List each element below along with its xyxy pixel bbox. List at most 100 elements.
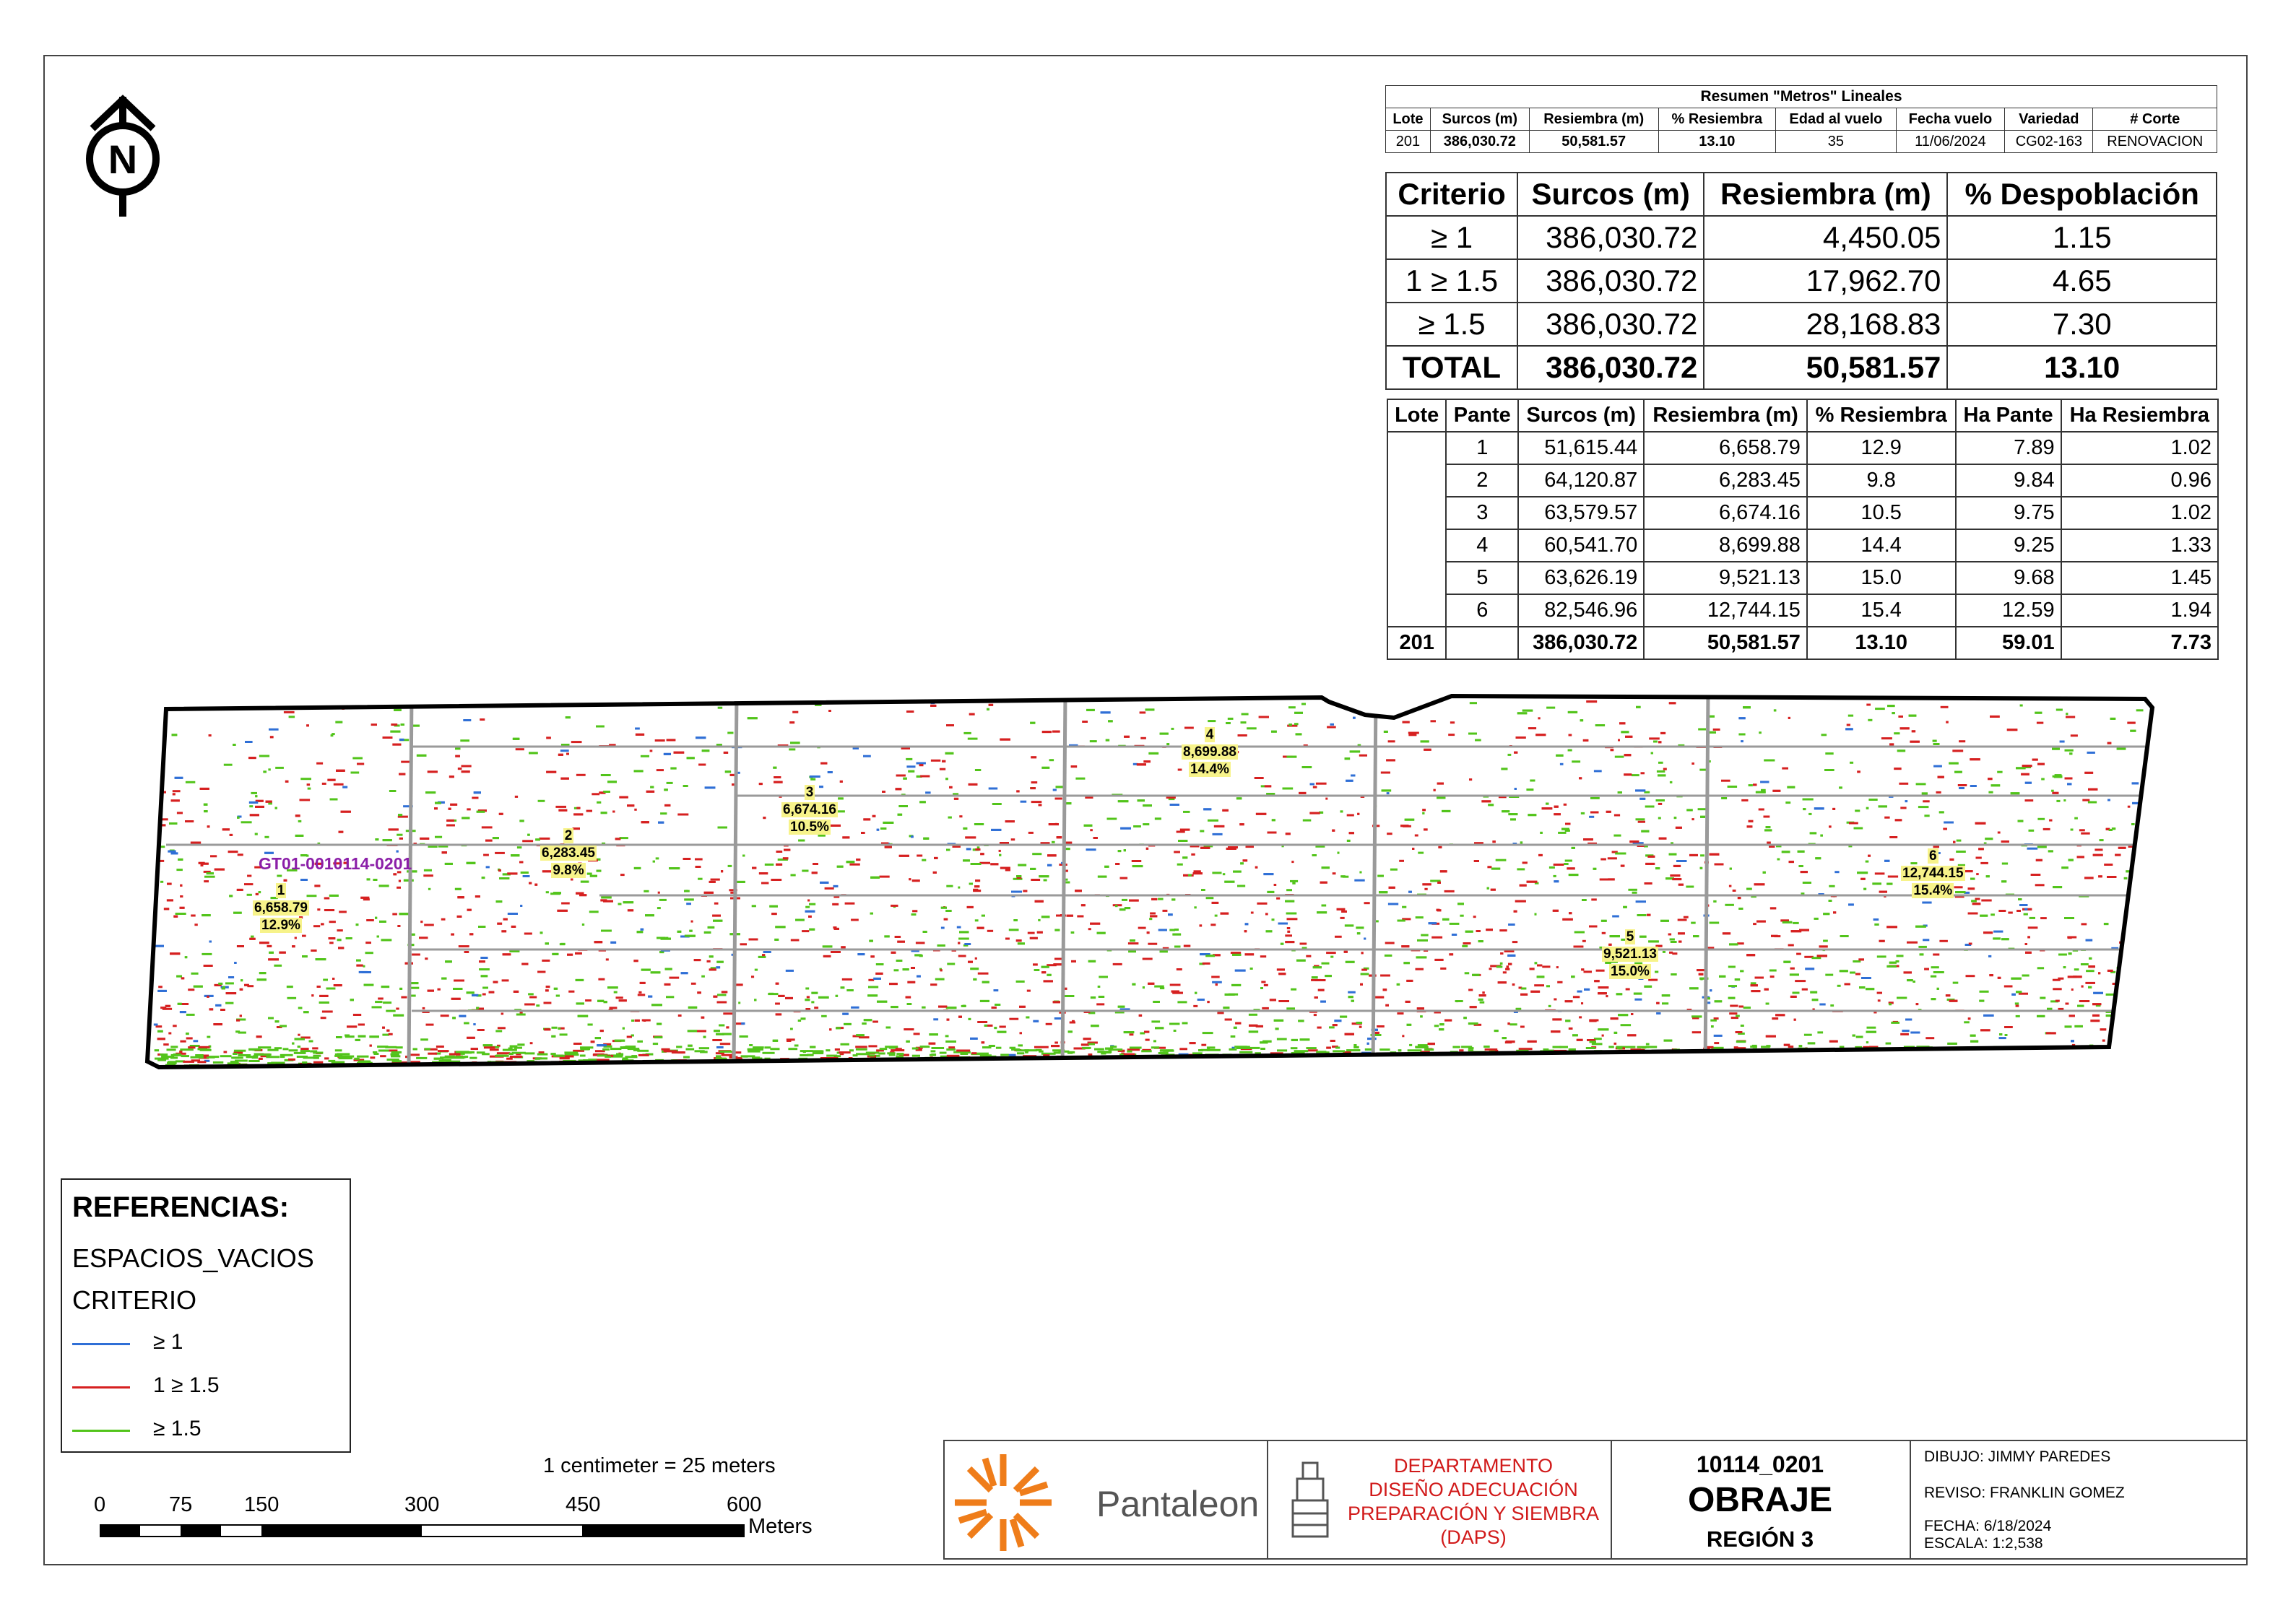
gap-mark	[1409, 1043, 1413, 1046]
gap-mark	[884, 846, 892, 848]
gap-mark	[1010, 838, 1015, 841]
gap-mark	[185, 820, 194, 822]
gap-mark	[337, 929, 343, 932]
gap-mark	[279, 951, 286, 954]
gap-mark	[1936, 791, 1941, 794]
gap-mark	[2064, 1025, 2072, 1028]
gap-mark	[719, 1024, 725, 1027]
gap-mark	[690, 982, 696, 985]
gap-mark	[264, 835, 269, 838]
gap-mark	[514, 795, 519, 798]
gap-mark	[1005, 937, 1010, 940]
gap-mark	[1203, 845, 1213, 848]
gap-mark	[712, 914, 721, 917]
gap-mark	[558, 809, 568, 812]
gap-mark	[1932, 739, 1937, 742]
gap-mark	[314, 862, 324, 865]
gap-mark	[836, 810, 845, 813]
gap-mark	[1798, 1045, 1803, 1048]
gap-mark	[1199, 962, 1205, 965]
gap-mark	[1374, 920, 1379, 923]
gap-mark	[388, 828, 399, 831]
gap-mark	[1332, 1046, 1338, 1048]
gap-mark	[776, 863, 783, 866]
gap-mark	[1705, 1058, 1712, 1061]
gap-mark	[1613, 814, 1621, 817]
gap-mark	[2023, 913, 2028, 916]
gap-mark	[1868, 718, 1873, 721]
gap-mark	[1583, 838, 1593, 841]
pantes-cell: 6,658.79	[1643, 431, 1808, 465]
gap-mark	[186, 1033, 189, 1035]
gap-mark	[397, 871, 402, 874]
gap-mark	[420, 1038, 428, 1041]
gap-mark	[884, 935, 890, 938]
gap-mark	[602, 842, 606, 845]
gap-mark	[1277, 1049, 1288, 1052]
gap-mark	[1240, 862, 1244, 865]
gap-mark	[478, 926, 486, 928]
gap-mark	[1278, 922, 1288, 925]
gap-mark	[2067, 936, 2077, 939]
gap-mark	[787, 1039, 792, 1042]
gap-mark	[180, 1040, 186, 1043]
gap-mark	[175, 913, 186, 915]
gap-mark	[1608, 1046, 1614, 1048]
gap-mark	[1520, 1056, 1524, 1059]
gap-mark	[1311, 976, 1318, 979]
gap-mark	[233, 1049, 246, 1052]
gap-mark	[1980, 914, 1988, 917]
gap-mark	[1554, 805, 1559, 808]
gap-mark	[1812, 1008, 1815, 1011]
gap-mark	[1276, 968, 1285, 971]
gap-mark	[623, 901, 634, 904]
gap-mark	[601, 929, 612, 932]
gap-mark	[1714, 863, 1724, 866]
gap-mark	[2098, 972, 2101, 975]
gap-mark	[1561, 1064, 1570, 1066]
gap-mark	[456, 915, 462, 918]
gap-mark	[269, 736, 274, 739]
gap-mark	[835, 994, 839, 997]
gap-mark	[963, 731, 971, 734]
gap-mark	[2131, 782, 2139, 785]
gap-mark	[940, 969, 943, 972]
gap-mark	[1624, 773, 1632, 776]
gap-mark	[1907, 941, 1918, 944]
gap-mark	[1048, 823, 1059, 826]
gap-mark	[1498, 796, 1507, 799]
gap-mark	[1358, 1057, 1363, 1060]
gap-mark	[2041, 778, 2045, 781]
gap-mark	[1741, 740, 1743, 743]
gap-mark	[498, 869, 501, 872]
gap-mark	[306, 854, 309, 857]
gap-mark	[2068, 859, 2074, 861]
gap-mark	[361, 971, 371, 973]
gap-mark	[1832, 807, 1836, 810]
gap-mark	[719, 1043, 731, 1046]
gap-mark	[1265, 930, 1273, 933]
gap-mark	[590, 1040, 595, 1043]
gap-mark	[1155, 1027, 1164, 1030]
gap-mark	[473, 1023, 476, 1026]
gap-mark	[1356, 932, 1361, 935]
summary-header-cell: Fecha vuelo	[1895, 108, 2006, 131]
gap-mark	[1673, 817, 1677, 820]
gap-mark	[879, 875, 890, 878]
gap-mark	[1111, 1065, 1125, 1067]
gap-mark	[1260, 1041, 1268, 1044]
gap-mark	[1279, 1064, 1286, 1067]
gap-mark	[1741, 799, 1749, 801]
gap-mark	[1341, 910, 1347, 913]
gap-mark	[2102, 1053, 2111, 1056]
gap-mark	[1823, 939, 1828, 942]
gap-mark	[1499, 929, 1507, 932]
gap-mark	[249, 937, 256, 940]
gap-mark	[2099, 839, 2104, 842]
gap-mark	[1513, 910, 1517, 913]
gap-mark	[790, 939, 800, 942]
gap-mark	[338, 830, 344, 833]
gap-mark	[1857, 1062, 1866, 1065]
gap-mark	[1662, 950, 1665, 953]
gap-mark	[319, 994, 329, 997]
